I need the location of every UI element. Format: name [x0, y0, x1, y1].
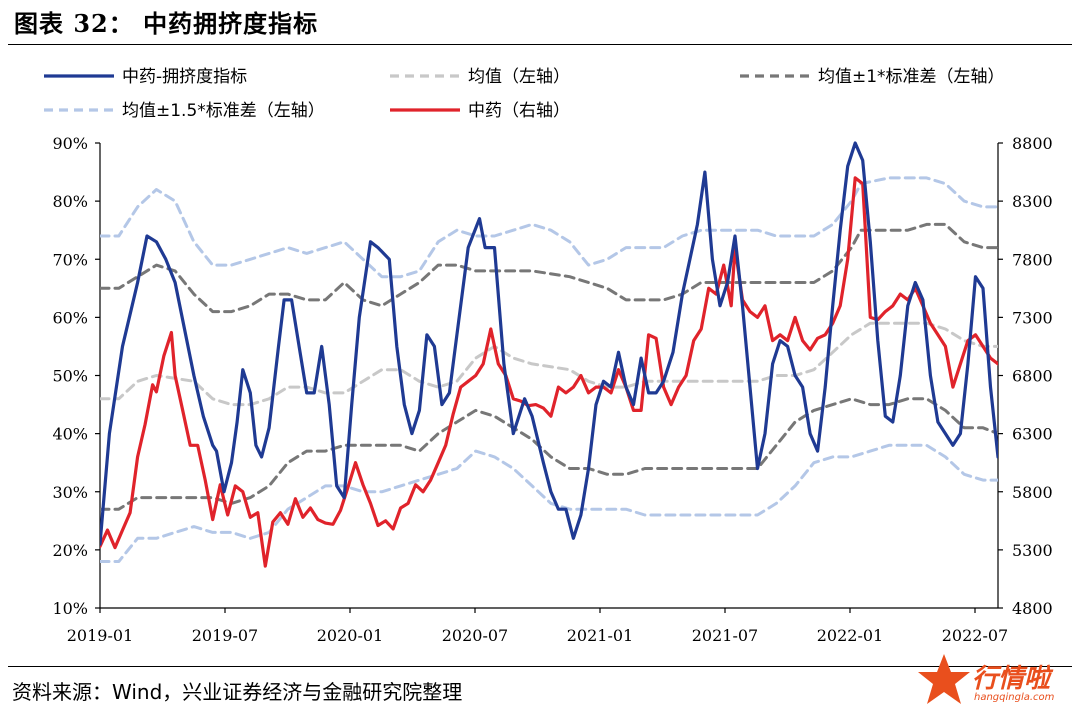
y-left-tick-label: 20% — [52, 541, 88, 560]
series-line — [100, 176, 998, 568]
x-tick-label: 2019-01 — [67, 626, 133, 645]
legend: 中药-拥挤度指标 均值（左轴） 均值±1*标准差（左轴） 均值±1.5*标准差（左轴）… — [44, 67, 1005, 121]
x-tick-label: 2021-07 — [692, 626, 758, 645]
legend-label: 均值（左轴） — [468, 67, 570, 87]
y-right-tick-label: 6800 — [1012, 367, 1053, 386]
y-right-tick-label: 4800 — [1012, 599, 1053, 618]
y-left-tick-label: 50% — [52, 367, 88, 386]
y-right-tick-label: 8800 — [1012, 134, 1053, 153]
title-divider — [8, 44, 1072, 45]
y-right-tick-label: 7300 — [1012, 308, 1053, 327]
x-tick-label: 2020-01 — [317, 626, 383, 645]
y-left-tick-label: 80% — [52, 192, 88, 211]
y-left-tick-label: 10% — [52, 599, 88, 618]
star-logo-icon — [918, 654, 970, 704]
x-tick-label: 2019-07 — [192, 626, 258, 645]
source-note: 资料来源：Wind，兴业证券经济与金融研究院整理 — [12, 680, 463, 704]
series-line — [100, 222, 998, 314]
watermark-url: hangqingla.com — [974, 692, 1055, 703]
footer-divider — [8, 666, 1072, 667]
page-title: 图表 32： 中药拥挤度指标 — [14, 9, 319, 38]
legend-label: 中药（右轴） — [468, 101, 570, 121]
x-tick-label: 2022-07 — [942, 626, 1008, 645]
legend-label: 均值±1.5*标准差（左轴） — [122, 101, 325, 121]
y-left-tick-label: 30% — [52, 483, 88, 502]
y-right-tick-label: 5800 — [1012, 483, 1053, 502]
y-left-tick-label: 70% — [52, 250, 88, 269]
legend-label: 中药-拥挤度指标 — [122, 67, 247, 87]
y-left-tick-label: 90% — [52, 134, 88, 153]
y-left-tick-label: 60% — [52, 308, 88, 327]
y-right-tick-label: 6300 — [1012, 425, 1053, 444]
series-lines — [100, 141, 998, 568]
x-tick-label: 2021-01 — [567, 626, 633, 645]
watermark: 行情啦 hangqingla.com — [916, 652, 1066, 708]
y-right-tick-label: 7800 — [1012, 250, 1053, 269]
y-right-tick-label: 8300 — [1012, 192, 1053, 211]
series-line — [100, 141, 998, 546]
legend-label: 均值±1*标准差（左轴） — [818, 67, 1005, 87]
y-left-tick-label: 40% — [52, 425, 88, 444]
watermark-brand: 行情啦 — [972, 664, 1051, 694]
series-line — [100, 321, 998, 407]
series-line — [100, 443, 998, 563]
chart: 中药-拥挤度指标 均值（左轴） 均值±1*标准差（左轴） 均值±1.5*标准差（左轴）… — [44, 67, 1053, 645]
x-tick-label: 2022-01 — [817, 626, 883, 645]
x-tick-label: 2020-07 — [442, 626, 508, 645]
y-right-tick-label: 5300 — [1012, 541, 1053, 560]
axes: 10% 20% 30% 40% 50% 60% 70% 80% 90% 4800 5300 5800 6… — [52, 134, 1052, 645]
